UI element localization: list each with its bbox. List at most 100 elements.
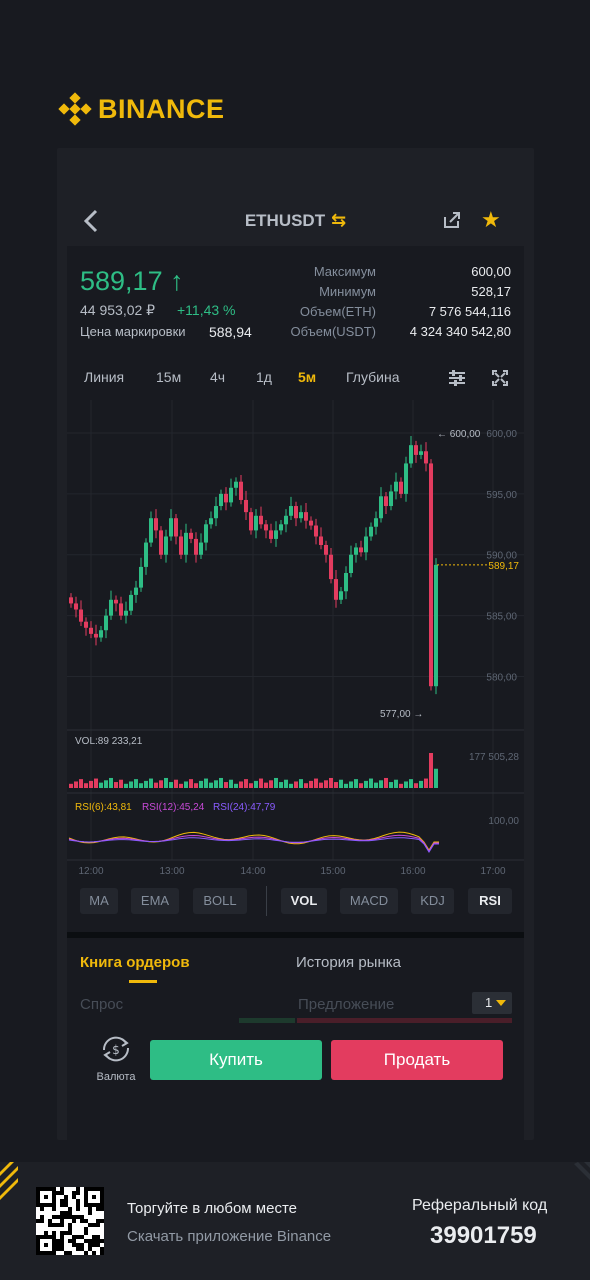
download-app-link[interactable]: Скачать приложение Binance	[127, 1228, 332, 1245]
interval-1d[interactable]: 1д	[256, 369, 272, 385]
qr-module	[68, 1223, 72, 1227]
volume-bar	[429, 753, 433, 788]
volume-bar	[74, 781, 78, 788]
qr-module	[52, 1235, 56, 1239]
qr-module	[56, 1215, 60, 1219]
indicator-rsi[interactable]: RSI	[468, 888, 512, 914]
volume-bar	[349, 781, 353, 788]
qr-module	[36, 1203, 40, 1207]
x-tick-label: 12:00	[78, 866, 103, 877]
qr-module	[84, 1227, 88, 1231]
qr-module	[60, 1239, 64, 1243]
kline-chart[interactable]: 600,00 595,00 590,00 585,00 580,00 589,17 ← 60…	[67, 400, 524, 878]
qr-module	[60, 1231, 64, 1235]
candle-body	[379, 496, 383, 519]
indicator-ma[interactable]: MA	[80, 888, 118, 914]
qr-module	[44, 1243, 48, 1247]
qr-module	[96, 1203, 100, 1207]
candle-body	[324, 545, 328, 555]
qr-module	[40, 1251, 44, 1255]
share-icon[interactable]	[441, 209, 463, 231]
qr-module	[60, 1203, 64, 1207]
candle-body	[129, 594, 133, 611]
qr-module	[92, 1251, 96, 1255]
candle-body	[219, 493, 223, 507]
x-tick-label: 17:00	[480, 866, 505, 877]
qr-module	[80, 1243, 84, 1247]
fullscreen-icon[interactable]	[492, 370, 508, 386]
tab-market-history[interactable]: История рынка	[296, 954, 401, 971]
brand-name: BINANCE	[98, 93, 225, 124]
qr-module	[88, 1203, 92, 1207]
indicator-vol[interactable]: VOL	[281, 888, 327, 914]
candle-body	[314, 525, 318, 537]
interval-depth[interactable]: Глубина	[346, 369, 400, 385]
indicator-kdj[interactable]: KDJ	[411, 888, 454, 914]
qr-module	[88, 1187, 92, 1191]
volume-bar	[279, 782, 283, 788]
price-up-arrow-icon: ↑	[170, 266, 184, 296]
rsi12-line	[68, 834, 439, 852]
candle-body	[94, 633, 98, 638]
qr-module	[100, 1191, 104, 1195]
qr-module	[84, 1195, 88, 1199]
currency-toggle[interactable]: $ Валюта	[91, 1034, 141, 1083]
qr-module	[100, 1251, 104, 1255]
candle-body	[119, 603, 123, 616]
candle-body	[354, 547, 358, 555]
qr-module	[60, 1187, 64, 1191]
qr-module	[60, 1211, 64, 1215]
candle-body	[114, 599, 118, 604]
binance-logo: BINANCE	[58, 92, 225, 126]
volume-bar	[339, 779, 343, 788]
sliders-icon[interactable]	[448, 370, 466, 386]
qr-module	[84, 1199, 88, 1203]
qr-module	[44, 1203, 48, 1207]
interval-5m[interactable]: 5м	[298, 369, 317, 385]
qr-module	[56, 1239, 60, 1243]
qr-module	[80, 1247, 84, 1251]
tab-order-book[interactable]: Книга ордеров	[80, 954, 190, 971]
qr-module	[44, 1187, 48, 1191]
volume-bar	[204, 778, 208, 788]
qr-module	[52, 1195, 56, 1199]
qr-module	[72, 1195, 76, 1199]
qr-module	[84, 1231, 88, 1235]
swap-arrows-icon[interactable]: ⇆	[331, 210, 347, 230]
indicator-macd[interactable]: MACD	[340, 888, 398, 914]
footer-banner: Торгуйте в любом месте Скачать приложени…	[0, 1162, 590, 1280]
indicator-boll[interactable]: BOLL	[193, 888, 247, 914]
qr-module	[68, 1211, 72, 1215]
qr-module	[36, 1219, 40, 1223]
qr-module	[92, 1187, 96, 1191]
candle-body	[434, 564, 438, 687]
qr-module	[36, 1235, 40, 1239]
star-icon[interactable]: ★	[481, 207, 501, 232]
buy-button[interactable]: Купить	[150, 1040, 322, 1080]
sell-button[interactable]: Продать	[331, 1040, 503, 1080]
volume-bar	[109, 777, 113, 788]
volume-bar	[179, 783, 183, 788]
interval-line[interactable]: Линия	[84, 369, 125, 385]
stats-table: Максимум 600,00 Минимум 528,17 Объем(ETH) 7…	[281, 264, 511, 344]
qr-module	[84, 1203, 88, 1207]
volume-bar	[259, 778, 263, 788]
qr-module	[64, 1251, 68, 1255]
max-price-label: ← 600,00	[437, 429, 481, 440]
qr-module	[88, 1211, 92, 1215]
interval-15m[interactable]: 15м	[156, 369, 182, 385]
volume-bar	[419, 780, 423, 788]
indicator-ema[interactable]: EMA	[131, 888, 179, 914]
candle-body	[209, 518, 213, 525]
volume-bar	[154, 782, 158, 788]
qr-module	[80, 1219, 84, 1223]
chevron-left-icon[interactable]	[79, 207, 103, 235]
candle-body	[344, 573, 348, 592]
qr-module	[52, 1199, 56, 1203]
interval-4h[interactable]: 4ч	[210, 369, 226, 385]
volume-bar	[269, 780, 273, 788]
qr-module	[76, 1247, 80, 1251]
volume-bar	[424, 778, 428, 788]
depth-select[interactable]: 1	[472, 992, 512, 1014]
pair-title[interactable]: ETHUSDT ⇆	[67, 210, 524, 231]
